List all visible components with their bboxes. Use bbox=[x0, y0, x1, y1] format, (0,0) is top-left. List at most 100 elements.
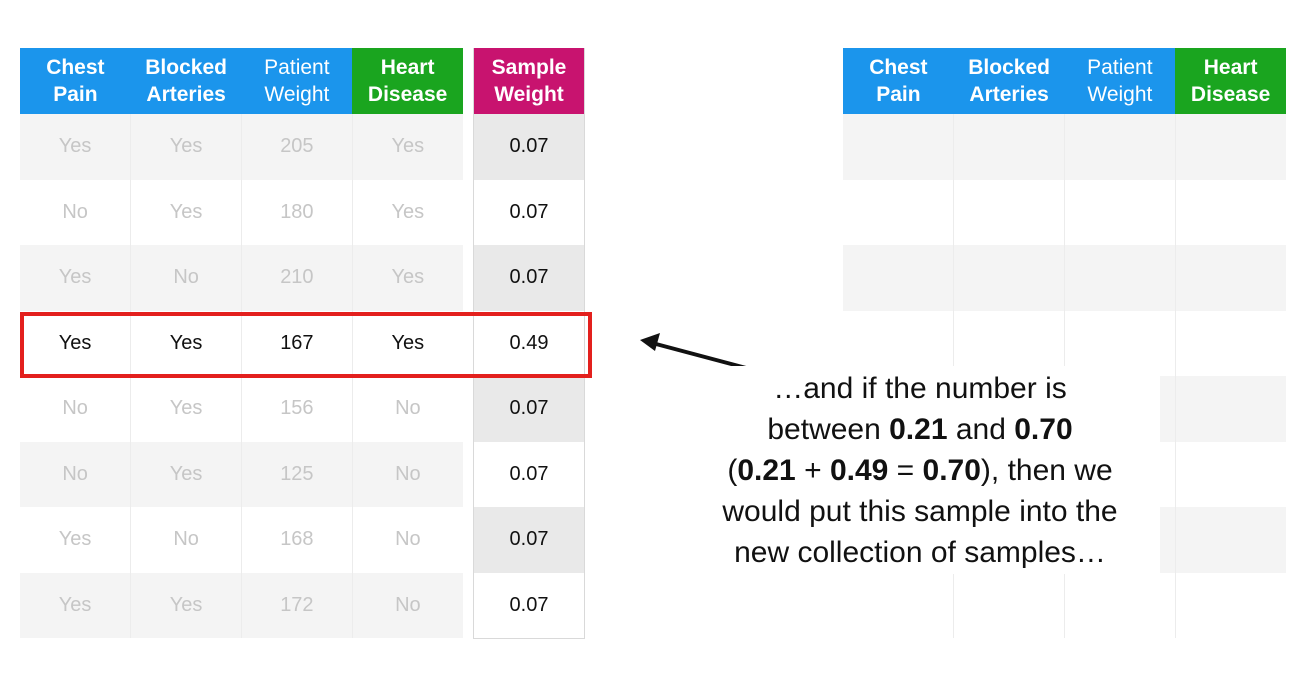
header-sample-weight: Sample Weight bbox=[473, 48, 585, 114]
weight-row-highlighted: 0.49 bbox=[473, 310, 585, 376]
empty-row bbox=[843, 179, 1286, 246]
table-row: No Yes 180 Yes bbox=[20, 179, 463, 245]
empty-cell bbox=[843, 179, 955, 245]
empty-cell bbox=[1064, 572, 1176, 638]
cell: Yes bbox=[352, 114, 463, 180]
cell: 125 bbox=[241, 441, 353, 507]
weight-cell: 0.07 bbox=[473, 376, 585, 442]
empty-cell bbox=[1175, 311, 1286, 377]
cell: Yes bbox=[20, 245, 132, 311]
header-heart-disease: Heart Disease bbox=[1175, 48, 1286, 114]
cell: Yes bbox=[352, 245, 463, 311]
table-row: No Yes 156 No bbox=[20, 376, 463, 442]
left-header-row: Chest Pain Blocked Arteries Patient Weight … bbox=[20, 48, 463, 114]
cell: No bbox=[20, 376, 132, 442]
cell: No bbox=[395, 528, 421, 551]
empty-cell bbox=[1175, 442, 1286, 508]
empty-cell bbox=[953, 310, 1065, 376]
empty-cell bbox=[953, 572, 1065, 638]
weight-row: 0.07 bbox=[473, 114, 585, 180]
weight-row: 0.07 bbox=[473, 245, 585, 311]
header-patient-weight: Patient Weight bbox=[1064, 48, 1176, 114]
right-header-row: Chest Pain Blocked Arteries Patient Weight … bbox=[843, 48, 1286, 114]
cell: No bbox=[20, 179, 132, 245]
empty-cell bbox=[953, 245, 1065, 311]
cell: 180 bbox=[241, 179, 353, 245]
empty-cell bbox=[953, 114, 1065, 180]
empty-cell bbox=[1175, 245, 1286, 311]
table-row: Yes No 210 Yes bbox=[20, 245, 463, 311]
weight-cell: 0.07 bbox=[473, 572, 585, 638]
header-heart-disease: Heart Disease bbox=[352, 48, 463, 114]
cell: Yes bbox=[130, 179, 242, 245]
empty-cell bbox=[1175, 114, 1286, 180]
weight-cell: 0.07 bbox=[473, 179, 585, 245]
header-blocked-arteries: Blocked Arteries bbox=[953, 48, 1065, 114]
weight-cell: 0.07 bbox=[473, 245, 585, 311]
header-patient-weight: Patient Weight bbox=[241, 48, 353, 114]
empty-cell bbox=[843, 114, 955, 180]
empty-cell bbox=[1175, 573, 1286, 639]
empty-cell bbox=[953, 179, 1065, 245]
cell: Yes bbox=[20, 572, 132, 638]
empty-cell bbox=[843, 245, 955, 311]
header-blocked-arteries: Blocked Arteries bbox=[130, 48, 242, 114]
header-chest-pain: Chest Pain bbox=[20, 48, 131, 114]
left-data-table: Chest Pain Blocked Arteries Patient Weight … bbox=[20, 48, 463, 638]
empty-cell bbox=[843, 572, 955, 638]
weight-row: 0.07 bbox=[473, 572, 585, 638]
selected-row-highlight bbox=[20, 312, 592, 378]
cell: No bbox=[130, 507, 242, 573]
cell: Yes bbox=[20, 310, 132, 376]
table-row: No Yes 125 No bbox=[20, 441, 463, 507]
cell: 172 bbox=[241, 572, 353, 638]
cell: 156 bbox=[241, 376, 353, 442]
weight-header-row: Sample Weight bbox=[473, 48, 585, 114]
cell: Yes bbox=[130, 441, 242, 507]
table-row: Yes Yes 172 No bbox=[20, 572, 463, 638]
caption-line: (0.21 + 0.49 = 0.70), then we bbox=[727, 454, 1113, 487]
cell: Yes bbox=[130, 572, 242, 638]
cell: Yes bbox=[352, 310, 463, 376]
empty-cell bbox=[1064, 114, 1176, 180]
table-row: Yes No 168 No bbox=[20, 507, 463, 573]
weight-row: 0.07 bbox=[473, 507, 585, 573]
empty-row bbox=[843, 245, 1286, 311]
empty-cell bbox=[1175, 376, 1286, 442]
weight-row: 0.07 bbox=[473, 441, 585, 507]
cell: 168 bbox=[241, 507, 353, 573]
table-row: Yes Yes 205 Yes bbox=[20, 114, 463, 180]
empty-cell bbox=[1064, 245, 1176, 311]
cell: Yes bbox=[20, 114, 132, 180]
empty-cell bbox=[843, 310, 955, 376]
cell: No bbox=[395, 397, 421, 420]
weight-row: 0.07 bbox=[473, 179, 585, 245]
weight-cell: 0.49 bbox=[473, 310, 585, 376]
cell: Yes bbox=[20, 507, 132, 573]
cell: Yes bbox=[130, 114, 242, 180]
caption-line: …and if the number is bbox=[773, 372, 1067, 405]
cell: 205 bbox=[241, 114, 353, 180]
empty-cell bbox=[1175, 180, 1286, 246]
cell: No bbox=[20, 441, 132, 507]
weight-cell: 0.07 bbox=[473, 114, 585, 180]
caption-line: between 0.21 and 0.70 bbox=[767, 413, 1073, 446]
cell: Yes bbox=[130, 310, 242, 376]
cell: 210 bbox=[241, 245, 353, 311]
cell: 167 bbox=[241, 310, 353, 376]
pointer-arrow-icon bbox=[640, 333, 752, 371]
sample-weight-table: Sample Weight 0.07 0.07 0.07 0.49 0.07 0.… bbox=[473, 48, 585, 639]
caption-line: new collection of samples… bbox=[734, 536, 1106, 569]
cell: No bbox=[130, 245, 242, 311]
cell: No bbox=[352, 441, 463, 507]
cell: Yes bbox=[130, 376, 242, 442]
highlighted-table-row: Yes Yes 167 Yes bbox=[20, 310, 463, 376]
empty-row bbox=[843, 572, 1286, 639]
header-chest-pain: Chest Pain bbox=[843, 48, 954, 114]
empty-row bbox=[843, 114, 1286, 180]
empty-cell bbox=[1175, 507, 1286, 573]
weight-cell: 0.07 bbox=[473, 441, 585, 507]
caption-line: would put this sample into the bbox=[722, 495, 1118, 528]
cell: No bbox=[352, 572, 463, 638]
empty-row bbox=[843, 310, 1286, 377]
